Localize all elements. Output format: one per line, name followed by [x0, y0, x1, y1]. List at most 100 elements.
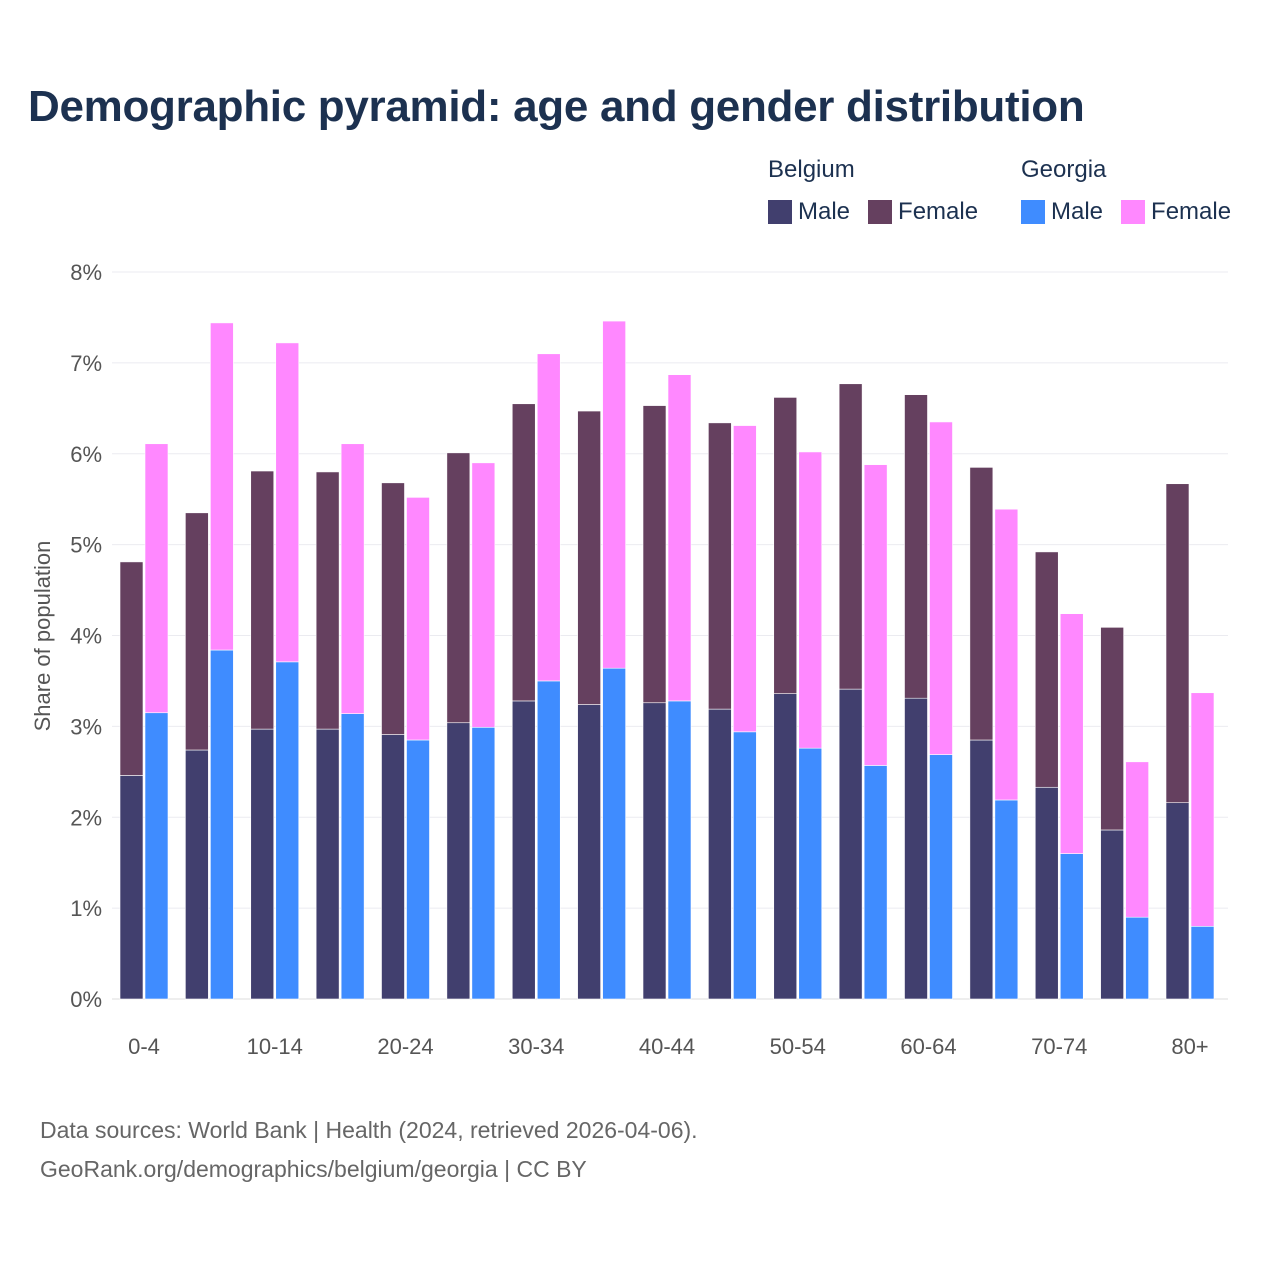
- bar-belgium-male-35-39: [577, 704, 601, 1000]
- bar-belgium-male-65-69: [969, 739, 994, 1000]
- bar-belgium-female-55-59: [838, 383, 863, 690]
- y-tick-label: 8%: [70, 260, 102, 285]
- legend-label: Male: [798, 198, 851, 225]
- source-link[interactable]: GeoRank.org/demographics/belgium/georgia…: [40, 1156, 587, 1182]
- bar-belgium-female-15-19: [315, 471, 340, 730]
- x-tick-label: 70-74: [1031, 1034, 1087, 1059]
- legend-item-georgia-male[interactable]: Male: [1021, 198, 1103, 226]
- bar-belgium-female-30-34: [511, 403, 536, 702]
- bar-belgium-female-45-49: [708, 422, 732, 710]
- bar-georgia-male-20-24: [406, 739, 430, 1000]
- legend-item-belgium-female[interactable]: Female: [868, 198, 978, 226]
- bar-belgium-male-75-79: [1100, 829, 1124, 1000]
- bar-belgium-female-40-44: [642, 405, 667, 704]
- bar-belgium-female-80+: [1165, 483, 1190, 804]
- bar-georgia-female-15-19: [340, 443, 365, 714]
- bar-belgium-male-10-14: [250, 728, 275, 1000]
- bar-georgia-male-0-4: [144, 712, 169, 1000]
- y-tick-label: 6%: [70, 442, 102, 467]
- bar-belgium-female-20-24: [381, 482, 405, 735]
- bar-belgium-female-25-29: [446, 452, 471, 724]
- legend-item-belgium-male[interactable]: Male: [768, 198, 850, 226]
- bar-belgium-male-15-19: [315, 728, 340, 1000]
- bar-georgia-male-60-64: [929, 754, 953, 1000]
- bar-georgia-male-65-69: [994, 799, 1019, 1000]
- bar-belgium-male-40-44: [642, 702, 667, 1000]
- x-tick-label: 80+: [1171, 1034, 1208, 1059]
- bar-georgia-male-75-79: [1125, 916, 1149, 1000]
- bar-georgia-female-65-69: [994, 508, 1019, 801]
- bar-georgia-female-5-9: [210, 322, 234, 651]
- bar-georgia-male-15-19: [340, 713, 365, 1000]
- y-tick-label: 3%: [70, 714, 102, 739]
- bar-belgium-male-60-64: [904, 697, 928, 1000]
- bar-belgium-male-50-54: [773, 693, 798, 1000]
- bar-georgia-female-80+: [1190, 692, 1215, 927]
- y-tick-label: 2%: [70, 805, 102, 830]
- bar-belgium-female-10-14: [250, 470, 275, 730]
- bar-georgia-male-5-9: [210, 649, 234, 1000]
- bar-belgium-male-0-4: [119, 775, 144, 1000]
- legend-item-georgia-female[interactable]: Female: [1121, 198, 1231, 226]
- bar-georgia-male-45-49: [733, 731, 757, 1000]
- bar-belgium-female-35-39: [577, 410, 601, 705]
- bar-belgium-male-5-9: [185, 749, 209, 1000]
- bar-georgia-female-55-59: [863, 464, 888, 766]
- bar-belgium-female-0-4: [119, 561, 144, 776]
- bar-georgia-male-80+: [1190, 925, 1215, 1000]
- x-tick-label: 60-64: [900, 1034, 956, 1059]
- y-axis-label: Share of population: [30, 541, 55, 732]
- x-tick-label: 0-4: [128, 1034, 160, 1059]
- bar-belgium-male-80+: [1165, 802, 1190, 1000]
- source-text: Data sources: World Bank | Health (2024,…: [40, 1117, 698, 1143]
- bar-belgium-female-60-64: [904, 394, 928, 699]
- bar-georgia-male-30-34: [536, 680, 561, 1000]
- x-tick-label: 10-14: [247, 1034, 303, 1059]
- bar-belgium-female-50-54: [773, 397, 798, 694]
- legend-group-georgia: Georgia: [1021, 156, 1107, 183]
- bar-georgia-female-25-29: [471, 462, 496, 728]
- x-tick-label: 40-44: [639, 1034, 695, 1059]
- legend-swatch: [868, 200, 893, 224]
- x-tick-label: 50-54: [770, 1034, 826, 1059]
- bar-georgia-female-75-79: [1125, 761, 1149, 918]
- x-tick-label: 20-24: [377, 1034, 433, 1059]
- y-tick-label: 1%: [70, 896, 102, 921]
- bar-georgia-female-40-44: [667, 374, 692, 702]
- bar-georgia-female-50-54: [798, 451, 823, 749]
- bar-georgia-male-25-29: [471, 726, 496, 1000]
- bar-georgia-male-50-54: [798, 747, 823, 1000]
- y-tick-label: 0%: [70, 987, 102, 1012]
- bar-georgia-female-0-4: [144, 443, 169, 714]
- bar-georgia-male-55-59: [863, 765, 888, 1000]
- bar-belgium-female-5-9: [185, 512, 209, 751]
- bar-georgia-female-60-64: [929, 421, 953, 755]
- legend-swatch: [1121, 200, 1146, 224]
- bar-georgia-male-40-44: [667, 700, 692, 1000]
- legend-label: Female: [898, 198, 979, 225]
- bar-georgia-female-20-24: [406, 497, 430, 741]
- bar-georgia-male-70-74: [1059, 853, 1084, 1000]
- y-tick-label: 7%: [70, 351, 102, 376]
- y-tick-label: 4%: [70, 624, 102, 649]
- bar-georgia-female-45-49: [733, 425, 757, 733]
- bar-belgium-female-75-79: [1100, 627, 1124, 831]
- x-tick-label: 30-34: [508, 1034, 564, 1059]
- bar-belgium-male-20-24: [381, 734, 405, 1000]
- legend-swatch: [1021, 200, 1045, 224]
- bar-georgia-female-30-34: [536, 353, 561, 682]
- bar-georgia-male-10-14: [275, 661, 300, 1000]
- chart-title: Demographic pyramid: age and gender dist…: [28, 82, 1085, 131]
- legend-belgium: Male Female: [768, 198, 996, 226]
- bar-georgia-female-10-14: [275, 342, 300, 663]
- y-tick-label: 5%: [70, 533, 102, 558]
- legend-label: Female: [1151, 198, 1232, 225]
- bar-belgium-female-70-74: [1034, 551, 1059, 788]
- legend-group-belgium: Belgium: [768, 156, 855, 183]
- bar-georgia-female-35-39: [602, 320, 626, 669]
- legend-georgia: Male Female: [1021, 198, 1249, 226]
- legend-label: Male: [1051, 198, 1104, 225]
- bar-georgia-female-70-74: [1059, 613, 1084, 854]
- bar-belgium-male-55-59: [838, 688, 863, 1000]
